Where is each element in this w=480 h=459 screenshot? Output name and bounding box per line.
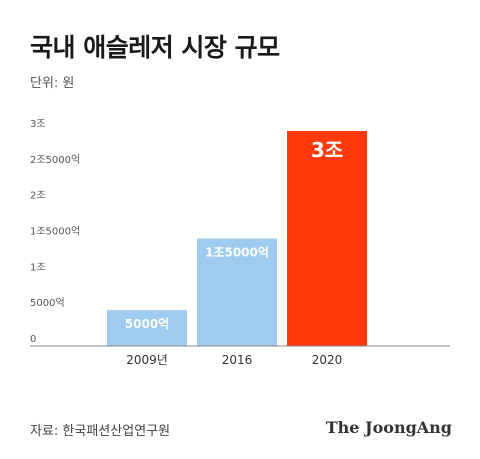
x-tick-label: 2020 [312,353,343,367]
y-tick-label: 3조 [30,119,46,130]
brand-logo: The JoongAng [325,418,452,437]
x-axis: 2009년 2016 2020 [126,353,342,367]
bar [197,238,277,346]
bars: 5000억 1조5000억 3조 [107,131,367,346]
y-tick-label: 1조 [30,262,46,273]
y-tick-label: 2조 [30,191,46,202]
x-tick-label: 2009년 [126,353,168,367]
y-axis: 0 5000억 1조 1조5000억 2조 2조5000억 3조 [30,119,80,345]
x-tick-label: 2016 [222,353,253,367]
y-tick-label: 1조5000억 [30,226,80,238]
chart-title: 국내 애슬레저 시장 규모 [30,33,280,62]
bar [287,131,367,346]
bar [107,310,187,346]
y-tick-label: 5000억 [30,297,65,309]
y-tick-label: 0 [30,334,36,345]
unit-label: 단위: 원 [30,76,75,91]
source-note: 자료: 한국패션산업연구원 [30,424,171,439]
data-label: 5000억 [125,317,169,331]
y-tick-label: 2조5000억 [30,154,80,166]
data-label: 3조 [311,138,343,162]
data-label: 1조5000억 [205,246,269,260]
